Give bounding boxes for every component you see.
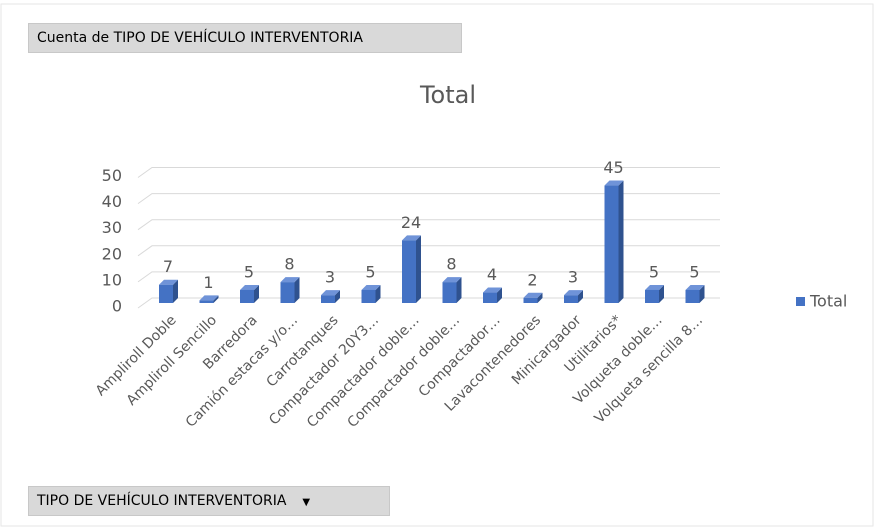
bar-top	[483, 287, 502, 293]
bar	[604, 180, 624, 303]
bar	[321, 290, 340, 303]
value-field-button[interactable]: Cuenta de TIPO DE VEHÍCULO INTERVENTORIA	[28, 23, 462, 53]
grid-line	[137, 167, 720, 178]
bar-side	[416, 235, 421, 303]
bar-side	[578, 290, 583, 303]
bar	[361, 284, 381, 303]
data-label: 5	[649, 262, 659, 281]
grid-line	[137, 245, 720, 257]
bar-side	[254, 284, 259, 303]
bar	[523, 292, 543, 303]
y-tick-label: 40	[102, 192, 122, 211]
bar-top	[685, 284, 705, 290]
bar	[645, 284, 664, 303]
y-tick-label: 20	[102, 244, 122, 263]
grid-line	[137, 193, 720, 205]
bar-top	[645, 284, 664, 290]
data-label: 45	[603, 158, 623, 177]
bar-top	[280, 277, 300, 283]
data-label: 3	[568, 268, 578, 287]
data-label: 2	[527, 270, 537, 289]
dropdown-arrow: ▼	[302, 497, 311, 508]
bar-front	[685, 289, 700, 303]
bar-top	[321, 290, 340, 296]
data-label: 8	[446, 255, 456, 274]
bar-front	[483, 292, 497, 303]
bar-side	[173, 279, 178, 303]
y-tick-label: 10	[102, 270, 122, 289]
bar-top	[159, 279, 178, 285]
grid-line	[137, 219, 720, 231]
bar-top	[361, 284, 381, 290]
bar	[564, 290, 583, 303]
bar-top	[564, 290, 583, 296]
bar-front	[240, 289, 254, 303]
bar-front	[321, 295, 335, 303]
bar-top	[199, 295, 219, 301]
bar-top	[402, 235, 421, 241]
bar-side	[456, 277, 462, 303]
bar-front	[361, 289, 376, 303]
data-label: 1	[203, 273, 213, 292]
bar-top	[442, 277, 462, 283]
legend-swatch	[796, 297, 805, 306]
data-label: 5	[365, 262, 375, 281]
bar-front	[199, 300, 214, 303]
axis-field-label: TIPO DE VEHÍCULO INTERVENTORIA	[37, 493, 287, 509]
bar	[159, 279, 178, 303]
bar-front	[604, 185, 619, 303]
grid-line	[137, 297, 720, 309]
bar-side	[537, 292, 543, 303]
bar	[483, 287, 502, 303]
grid-line	[137, 271, 720, 283]
data-label: 3	[325, 268, 335, 287]
bar-side	[294, 277, 300, 303]
bar-side	[497, 287, 502, 303]
bar-front	[159, 284, 173, 303]
axis-field-button[interactable]: TIPO DE VEHÍCULO INTERVENTORIA ▼	[28, 486, 390, 516]
bar	[199, 295, 219, 303]
bar-front	[564, 295, 578, 303]
bar-side	[618, 180, 624, 303]
bar	[402, 235, 421, 303]
legend-label: Total	[809, 292, 847, 311]
data-label: 24	[401, 213, 421, 232]
bar-front	[402, 240, 416, 303]
data-label: 8	[284, 255, 294, 274]
data-label: 4	[487, 265, 497, 284]
y-tick-label: 50	[102, 166, 122, 185]
bar-side	[659, 284, 664, 303]
bar-side	[375, 284, 381, 303]
bar-top	[604, 180, 624, 186]
bar-side	[213, 295, 219, 303]
bar-side	[699, 284, 705, 303]
bar-side	[335, 290, 340, 303]
bar-top	[240, 284, 259, 290]
x-tick-label: Carrotanques	[264, 312, 342, 390]
bar	[240, 284, 259, 303]
bar	[685, 284, 705, 303]
bar	[280, 277, 300, 303]
data-label: 5	[689, 262, 699, 281]
chart-title: Total	[419, 81, 476, 109]
y-tick-label: 30	[102, 218, 122, 237]
bar	[442, 277, 462, 303]
data-label: 5	[244, 262, 254, 281]
bar-top	[523, 292, 543, 298]
bar-front	[442, 282, 457, 303]
bar-front	[645, 289, 659, 303]
bar-front	[523, 297, 538, 303]
y-tick-label: 0	[112, 297, 122, 316]
data-label: 7	[163, 257, 173, 276]
bar-front	[280, 282, 295, 303]
chart-border	[0, 3, 874, 527]
